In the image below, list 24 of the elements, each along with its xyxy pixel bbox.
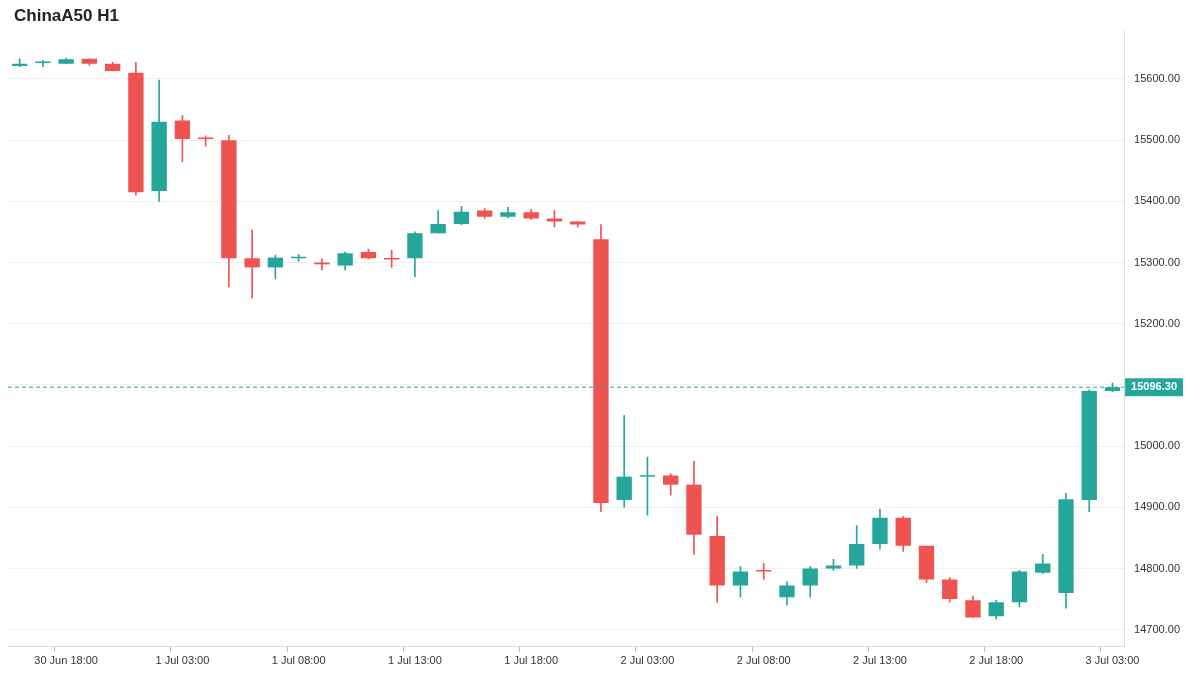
y-tick-label: 15400.00	[1134, 194, 1181, 207]
x-tick-label: 1 Jul 03:00	[155, 654, 210, 667]
candlestick	[244, 229, 260, 299]
x-tick-label: 1 Jul 08:00	[271, 654, 326, 667]
y-tick-label: 15300.00	[1134, 255, 1181, 268]
y-tick-label: 15200.00	[1134, 316, 1181, 329]
y-tick-label: 15500.00	[1134, 133, 1181, 146]
y-tick-label: 15600.00	[1134, 71, 1181, 84]
chart-title: ChinaA50 H1	[14, 6, 119, 26]
x-tick-label: 2 Jul 03:00	[620, 654, 675, 667]
x-tick-label: 30 Jun 18:00	[34, 654, 98, 667]
x-tick-label: 2 Jul 18:00	[969, 654, 1024, 667]
x-tick-label: 2 Jul 13:00	[853, 654, 907, 667]
y-tick-label: 14800.00	[1134, 561, 1181, 574]
x-tick-label: 3 Jul 03:00	[1085, 654, 1140, 667]
x-tick-label: 1 Jul 18:00	[504, 654, 559, 667]
y-tick-label: 14900.00	[1134, 500, 1181, 513]
y-tick-label: 14700.00	[1134, 622, 1181, 635]
candlestick	[756, 563, 772, 580]
candlestick	[616, 415, 632, 508]
y-tick-label: 15000.00	[1134, 439, 1181, 452]
x-tick-label: 1 Jul 13:00	[388, 654, 442, 667]
x-tick-label: 2 Jul 08:00	[736, 654, 791, 667]
ref-line-label: 15096.30	[1131, 380, 1178, 393]
